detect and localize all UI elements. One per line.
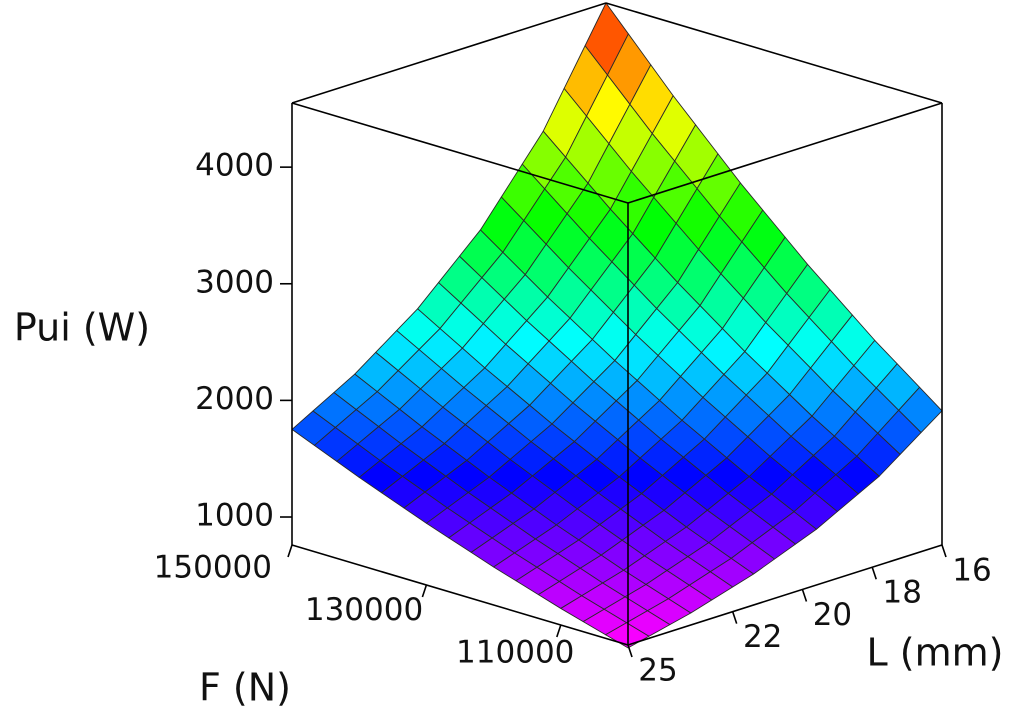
y-tick (941, 544, 947, 558)
box-edge (605, 2, 943, 104)
box-edge (627, 544, 943, 646)
x-tick-label: 130000 (305, 592, 423, 628)
y-tick-label: 22 (743, 619, 782, 655)
y-tick-label: 25 (638, 653, 677, 689)
box-edge (291, 544, 629, 646)
x-tick-label: 150000 (154, 550, 272, 586)
z-tick-label: 1000 (195, 498, 274, 534)
z-tick-label: 4000 (195, 148, 274, 184)
y-tick (627, 644, 633, 658)
y-tick-label: 16 (952, 553, 991, 589)
x-tick-label: 110000 (456, 634, 574, 670)
z-axis-label: Pui (W) (14, 306, 150, 350)
x-axis-label: F (N) (199, 666, 291, 710)
y-tick (731, 611, 738, 624)
y-tick-label: 20 (813, 597, 852, 633)
x-tick (287, 544, 293, 558)
box-edge (291, 2, 607, 104)
y-tick-label: 18 (882, 575, 921, 611)
y-tick (801, 589, 808, 602)
y-axis-label: L (mm) (867, 631, 1004, 675)
x-tick (556, 624, 562, 638)
box-edge (291, 102, 629, 204)
z-tick-label: 2000 (195, 381, 274, 417)
z-tick-label: 3000 (195, 264, 274, 300)
x-tick (421, 584, 428, 598)
y-tick (871, 566, 877, 580)
box-edge (627, 102, 943, 204)
